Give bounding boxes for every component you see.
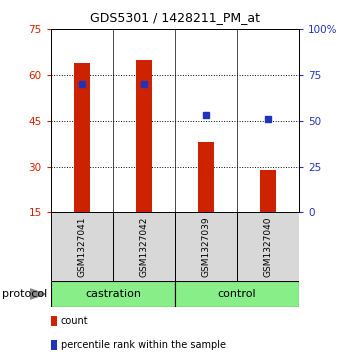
Text: GSM1327042: GSM1327042 — [139, 217, 148, 277]
Bar — [198, 142, 214, 212]
Bar — [237, 212, 299, 281]
Text: GDS5301 / 1428211_PM_at: GDS5301 / 1428211_PM_at — [90, 11, 260, 24]
Bar — [51, 281, 175, 307]
Text: castration: castration — [85, 289, 141, 299]
Bar — [175, 281, 299, 307]
Text: GSM1327039: GSM1327039 — [202, 216, 211, 277]
Polygon shape — [30, 289, 46, 299]
Bar — [175, 212, 237, 281]
Bar — [260, 170, 276, 212]
Text: count: count — [61, 316, 88, 326]
Text: protocol: protocol — [2, 289, 47, 299]
Bar — [113, 212, 175, 281]
Text: percentile rank within the sample: percentile rank within the sample — [61, 340, 225, 350]
Bar — [74, 63, 90, 212]
Bar — [51, 212, 113, 281]
Text: GSM1327040: GSM1327040 — [264, 217, 273, 277]
Bar — [136, 60, 152, 212]
Text: GSM1327041: GSM1327041 — [77, 217, 86, 277]
Text: control: control — [218, 289, 257, 299]
